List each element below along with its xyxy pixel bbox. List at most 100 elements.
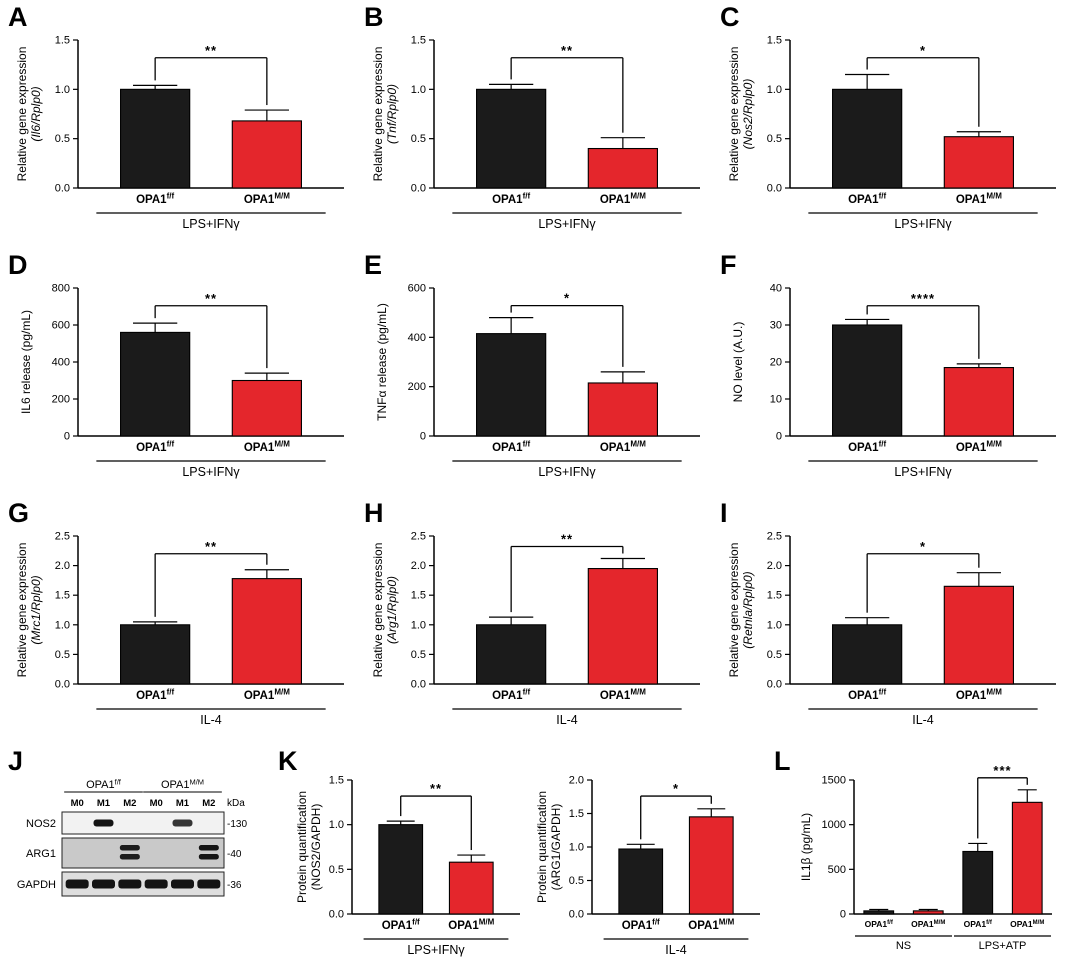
y-tick-label: 1500 bbox=[822, 775, 846, 787]
y-axis-label: Protein quantification bbox=[535, 791, 549, 903]
significance-label: **** bbox=[911, 291, 935, 306]
bar bbox=[120, 88, 191, 189]
panel-d: D 0 200 400 600 800 OPA1f/f OPA1M/M ** LPS+IFNγ I… bbox=[6, 252, 362, 502]
lane-label: M0 bbox=[71, 798, 84, 809]
y-tick-label: 400 bbox=[52, 357, 70, 369]
y-tick-label: 600 bbox=[52, 320, 70, 332]
treatment-label: LPS+IFNγ bbox=[538, 465, 596, 479]
category-label: OPA1f/f bbox=[964, 919, 993, 929]
category-label: OPA1f/f bbox=[622, 918, 660, 933]
bar-chart-retnla-expression: 0.0 0.5 1.0 1.5 2.0 2.5 OPA1f/f OPA1M/M * IL-4 Rel… bbox=[727, 531, 1056, 727]
y-tick-label: 0.0 bbox=[767, 183, 782, 195]
category-label: OPA1f/f bbox=[136, 440, 174, 455]
panel-letter-f: F bbox=[720, 250, 737, 280]
panel-h: H 0.0 0.5 1.0 1.5 2.0 2.5 OPA1f/f OPA1M/M ** IL-4… bbox=[362, 500, 718, 750]
y-axis-label: (Mrc1/Rplp0) bbox=[29, 575, 43, 644]
y-tick-label: 0.5 bbox=[411, 133, 426, 145]
treatment-label: IL-4 bbox=[665, 943, 687, 957]
panel-k: K 0.0 0.5 1.0 1.5 OPA1f/f OPA1M/M ** LPS+IFNγ Pr… bbox=[276, 748, 532, 974]
significance-label: ** bbox=[205, 539, 217, 554]
y-axis-label: (Nos2/Rplp0) bbox=[741, 79, 755, 150]
blot-strip bbox=[61, 811, 225, 835]
y-tick-label: 0.5 bbox=[767, 133, 782, 145]
y-tick-label: 1.5 bbox=[55, 35, 70, 47]
significance-label: *** bbox=[993, 763, 1011, 778]
category-label: OPA1M/M bbox=[956, 688, 1002, 703]
y-tick-label: 1.5 bbox=[767, 590, 782, 602]
treatment-label: LPS+IFNγ bbox=[407, 943, 465, 957]
category-label: OPA1f/f bbox=[382, 918, 420, 933]
band bbox=[119, 845, 140, 851]
y-tick-label: 0.0 bbox=[411, 679, 426, 691]
y-tick-label: 1.0 bbox=[767, 84, 782, 96]
category-label: OPA1M/M bbox=[244, 688, 290, 703]
y-axis-label: IL1β (pg/mL) bbox=[799, 813, 813, 881]
panel-g: G 0.0 0.5 1.0 1.5 2.0 2.5 OPA1f/f OPA1M/M ** IL-4… bbox=[6, 498, 362, 750]
bar-chart-no-level: 0 10 20 30 40 OPA1f/f OPA1M/M **** LPS+IFNγ NO le… bbox=[731, 283, 1056, 479]
band bbox=[65, 879, 89, 889]
bar-chart-il6-release: 0 200 400 600 800 OPA1f/f OPA1M/M ** LPS+IFNγ IL6… bbox=[19, 283, 344, 479]
bar bbox=[476, 333, 547, 437]
category-label: OPA1M/M bbox=[244, 192, 290, 207]
y-tick-label: 600 bbox=[408, 283, 426, 295]
y-tick-label: 200 bbox=[408, 381, 426, 393]
category-label: OPA1M/M bbox=[688, 918, 734, 933]
y-tick-label: 0.5 bbox=[569, 875, 584, 887]
y-tick-label: 2.5 bbox=[411, 531, 426, 543]
treatment-label: IL-4 bbox=[912, 713, 934, 727]
kda-label: -36 bbox=[227, 880, 242, 891]
significance-label: ** bbox=[205, 43, 217, 58]
treatment-label: LPS+ATP bbox=[979, 940, 1027, 952]
panel-letter-b: B bbox=[364, 2, 384, 32]
y-tick-label: 400 bbox=[408, 332, 426, 344]
y-tick-label: 20 bbox=[770, 357, 782, 369]
y-tick-label: 2.0 bbox=[767, 560, 782, 572]
protein-label: GAPDH bbox=[17, 879, 56, 891]
significance-label: * bbox=[673, 781, 679, 796]
y-tick-label: 0.0 bbox=[329, 909, 344, 921]
band bbox=[198, 854, 219, 860]
band bbox=[92, 879, 115, 889]
category-label: OPA1f/f bbox=[848, 192, 886, 207]
y-tick-label: 0.0 bbox=[767, 679, 782, 691]
y-tick-label: 2.0 bbox=[569, 775, 584, 787]
significance-label: ** bbox=[561, 43, 573, 58]
y-tick-label: 1.0 bbox=[329, 819, 344, 831]
band bbox=[172, 819, 193, 827]
y-tick-label: 40 bbox=[770, 283, 782, 295]
bar-chart-arg1-expression: 0.0 0.5 1.0 1.5 2.0 2.5 OPA1f/f OPA1M/M ** IL-4 Re… bbox=[371, 531, 700, 727]
significance-label: ** bbox=[205, 291, 217, 306]
bar-chart-nos2-expression: 0.0 0.5 1.0 1.5 OPA1f/f OPA1M/M * LPS+IFNγ Relat… bbox=[727, 35, 1056, 231]
y-tick-label: 200 bbox=[52, 394, 70, 406]
y-tick-label: 0.0 bbox=[569, 909, 584, 921]
treatment-label: IL-4 bbox=[556, 713, 578, 727]
panel-letter-g: G bbox=[8, 498, 30, 528]
y-tick-label: 0 bbox=[64, 431, 70, 443]
band bbox=[144, 879, 168, 889]
protein-label: NOS2 bbox=[26, 818, 56, 830]
bar bbox=[587, 147, 658, 189]
y-axis-label: Protein quantification bbox=[295, 791, 309, 903]
treatment-label: LPS+IFNγ bbox=[182, 217, 240, 231]
y-axis-label: Relative gene expression bbox=[15, 543, 29, 678]
y-tick-label: 1.0 bbox=[767, 619, 782, 631]
y-axis-label: NO level (A.U.) bbox=[731, 322, 745, 403]
band bbox=[93, 819, 114, 827]
y-tick-label: 1.5 bbox=[411, 35, 426, 47]
protein-label: ARG1 bbox=[26, 848, 56, 860]
y-tick-label: 0.0 bbox=[55, 679, 70, 691]
significance-label: * bbox=[920, 43, 926, 58]
category-label: OPA1f/f bbox=[136, 688, 174, 703]
bar bbox=[448, 861, 494, 915]
bar bbox=[1011, 801, 1043, 915]
panel-letter-i: I bbox=[720, 498, 728, 528]
panel-j: J OPA1f/f OPA1M/M M0 M1 M2 M0 M1 M2 kDa NOS2 -130 A… bbox=[6, 746, 276, 902]
panel-b: B 0.0 0.5 1.0 1.5 OPA1f/f OPA1M/M ** LPS+IFNγ Re… bbox=[362, 2, 718, 254]
panel-c: C 0.0 0.5 1.0 1.5 OPA1f/f OPA1M/M * LPS+IFNγ Rel… bbox=[718, 4, 1074, 254]
lane-label: M2 bbox=[202, 798, 215, 809]
y-tick-label: 0 bbox=[776, 431, 782, 443]
panel-f: F 0 10 20 30 40 OPA1f/f OPA1M/M **** LPS+IFNγ NO … bbox=[718, 250, 1074, 502]
y-tick-label: 1.0 bbox=[55, 619, 70, 631]
y-tick-label: 1.5 bbox=[411, 590, 426, 602]
panel-letter-j: J bbox=[8, 746, 24, 776]
